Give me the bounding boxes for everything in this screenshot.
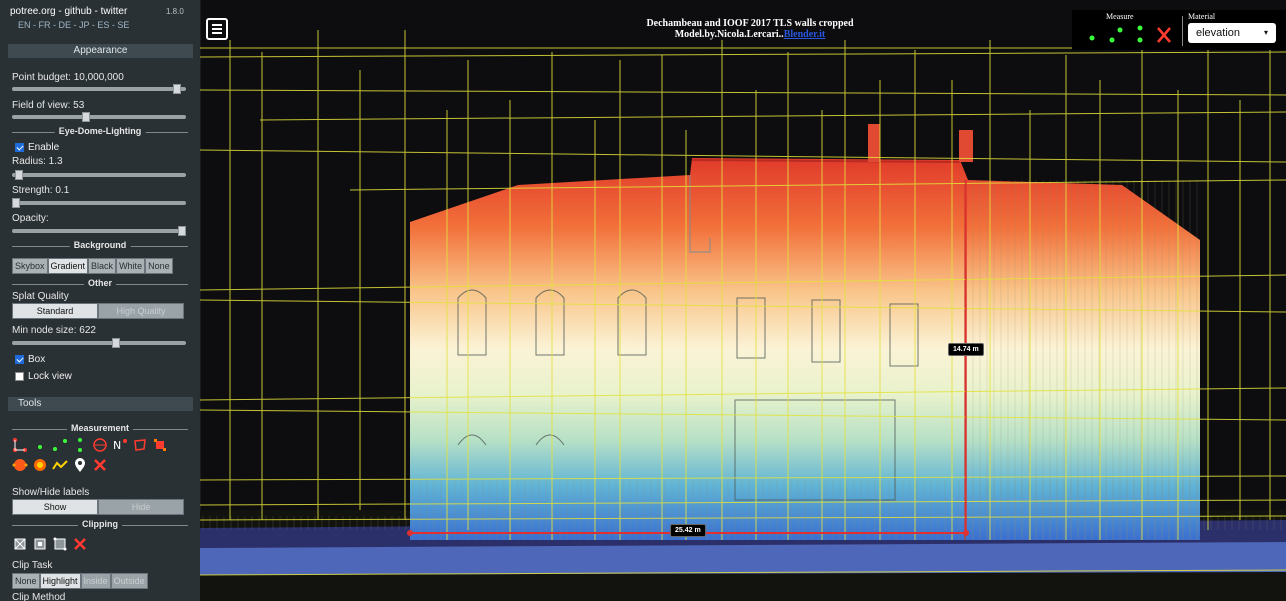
scene-title: Dechambeau and IOOF 2017 TLS walls cropp… [600,18,900,40]
opacity-slider[interactable] [12,226,186,236]
show-hide-labels-label: Show/Hide labels [12,487,90,498]
scene-title-line1: Dechambeau and IOOF 2017 TLS walls cropp… [646,18,854,29]
angle-icon[interactable] [12,437,28,453]
sphere-volume-icon[interactable] [12,457,28,473]
point-budget-label: Point budget: 10,000,000 [12,72,124,83]
clip-volume-icon[interactable] [12,536,28,552]
clip-task-outside-button[interactable]: Outside [110,573,148,589]
octree-boxes [200,30,1286,576]
quick-height-icon[interactable] [1137,25,1143,43]
material-select[interactable]: elevation ▾ [1188,23,1276,43]
box-check[interactable] [15,355,24,364]
radius-label: Radius: 1.3 [12,156,63,167]
measure-panel-title: Measure [1106,12,1134,21]
point-cloud-scene[interactable] [200,0,1286,601]
measurement-tools-row-2 [12,457,108,473]
box-label: Box [28,354,46,365]
svg-text:N: N [113,439,121,452]
quick-point-icon[interactable] [1089,35,1095,41]
edl-enable-box[interactable] [15,143,24,152]
language-links[interactable]: EN - FR - DE - JP - ES - SE [18,20,130,30]
width-measure-label: 25.42 m [670,524,706,537]
measurement-divider: Measurement [12,423,188,435]
height-measure-label: 14.74 m [948,343,984,356]
other-divider: Other [12,278,188,290]
fov-slider[interactable] [12,112,186,122]
min-node-slider[interactable] [12,338,186,348]
splat-high-quality-button[interactable]: High Quality [98,303,184,319]
point-icon[interactable] [32,437,48,453]
appearance-section-header[interactable]: Appearance [8,44,193,58]
azimuth-icon[interactable]: N [112,437,128,453]
strength-label: Strength: 0.1 [12,185,70,196]
background-gradient-button[interactable]: Gradient [47,258,89,274]
radius-slider[interactable] [12,170,186,180]
clip-task-label: Clip Task [12,560,53,571]
clipping-tools [12,536,88,552]
background-none-button[interactable]: None [145,258,173,274]
edl-enable-checkbox[interactable]: Enable [15,142,59,153]
chevron-down-icon: ▾ [1263,28,1268,37]
clip-task-none-button[interactable]: None [12,573,40,589]
clip-task-inside-button[interactable]: Inside [80,573,111,589]
hide-labels-button[interactable]: Hide [98,499,184,515]
point-cloud-viewport[interactable]: Dechambeau and IOOF 2017 TLS walls cropp… [200,0,1286,601]
clipping-divider: Clipping [12,519,188,531]
volume-icon[interactable] [152,437,168,453]
clip-polygon-icon[interactable] [32,536,48,552]
header-links[interactable]: potree.org - github - twitter [10,6,128,17]
measurement-tools-row-1: N [12,437,168,453]
show-labels-button[interactable]: Show [12,499,98,515]
quick-remove-icon[interactable] [1157,27,1171,43]
splat-quality-label: Splat Quality [12,291,69,302]
version-label: 1.8.0 [166,7,184,16]
clip-screen-box-icon[interactable] [52,536,68,552]
author-link[interactable]: Blender.it [783,29,826,40]
scene-author: Model.by.Nicola.Lercari.. [674,29,784,40]
scene-title-line2: Model.by.Nicola.Lercari..Blender.it [600,29,900,40]
min-node-label: Min node size: 622 [12,325,96,336]
circle-measure-icon[interactable] [32,457,48,473]
background-white-button[interactable]: White [116,258,146,274]
remove-clipping-icon[interactable] [72,536,88,552]
edl-enable-label: Enable [28,142,60,153]
fov-label: Field of view: 53 [12,100,85,111]
background-skybox-button[interactable]: Skybox [12,258,48,274]
area-icon[interactable] [132,437,148,453]
background-divider: Background [12,240,188,252]
point-budget-slider[interactable] [12,84,186,94]
height-icon[interactable] [72,437,88,453]
lock-view-box[interactable] [15,372,24,381]
background-buttons: Skybox Gradient Black White None [12,258,173,274]
splat-quality-buttons: Standard High Quality [12,303,184,319]
edl-divider: Eye-Dome-Lighting [12,126,188,138]
material-panel-title: Material [1188,12,1216,21]
menu-toggle-button[interactable] [206,18,228,40]
background-black-button[interactable]: Black [88,258,117,274]
distance-icon[interactable] [52,437,68,453]
clip-method-label: Clip Method [12,592,66,601]
sidebar: potree.org - github - twitter 1.8.0 EN -… [0,0,201,601]
quick-panel: Measure Material elevation ▾ [1072,10,1286,50]
strength-slider[interactable] [12,198,186,208]
tools-section-header[interactable]: Tools [8,397,193,411]
material-select-value: elevation [1196,27,1241,39]
annotation-icon[interactable] [72,457,88,473]
circle-icon[interactable] [92,437,108,453]
box-checkbox[interactable]: Box [15,354,45,365]
remove-measurements-icon[interactable] [92,457,108,473]
quick-measure-tools [1089,25,1171,43]
clip-task-buttons: None Highlight Inside Outside [12,573,148,589]
labels-buttons: Show Hide [12,499,184,515]
building-point-cloud [410,124,1200,540]
clip-task-highlight-button[interactable]: Highlight [39,573,81,589]
lock-view-checkbox[interactable]: Lock view [15,371,72,382]
splat-standard-button[interactable]: Standard [12,303,98,319]
lock-view-label: Lock view [28,371,72,382]
profile-icon[interactable] [52,457,68,473]
quick-distance-icon[interactable] [1109,27,1123,43]
opacity-label: Opacity: [12,213,49,224]
